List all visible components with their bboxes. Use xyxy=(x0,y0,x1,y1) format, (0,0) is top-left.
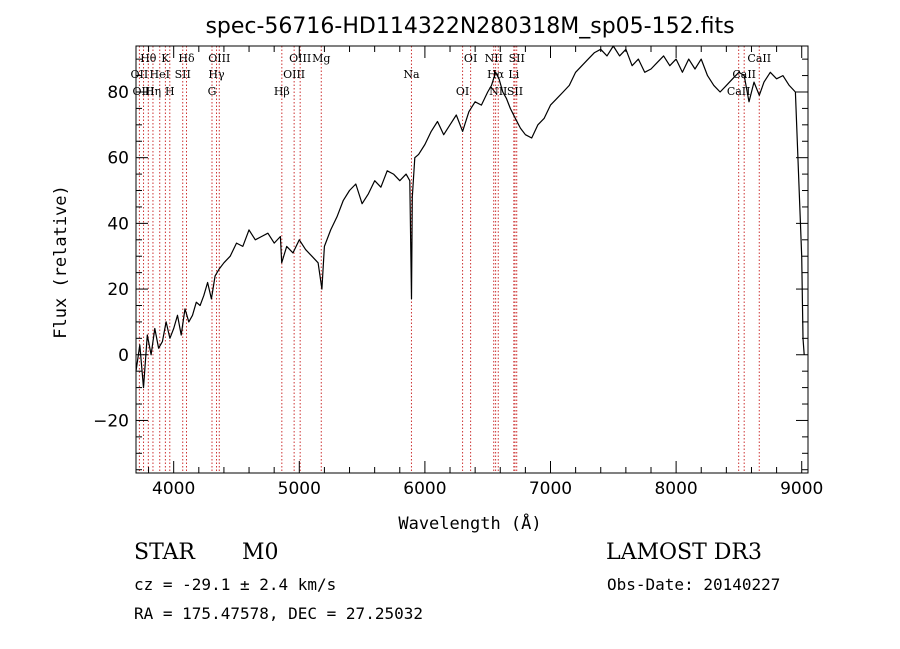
line-label: Hγ xyxy=(208,68,225,81)
line-label: Mg xyxy=(312,52,330,65)
chart-title: spec-56716-HD114322N280318M_sp05-152.fit… xyxy=(205,14,734,39)
object-subclass: M0 xyxy=(242,540,279,565)
x-tick-label: 8000 xyxy=(654,479,697,499)
line-label: SII xyxy=(175,68,191,81)
survey-name: LAMOST DR3 xyxy=(606,540,762,565)
x-tick-label: 6000 xyxy=(403,479,446,499)
line-label: Hθ xyxy=(140,52,157,65)
line-label: Li xyxy=(508,68,519,81)
line-label: Hδ xyxy=(178,52,195,65)
line-label: CaII xyxy=(747,52,771,65)
line-label: Hβ xyxy=(274,85,290,98)
x-tick-label: 4000 xyxy=(152,479,195,499)
line-label: OIII xyxy=(289,52,311,65)
line-label: Na xyxy=(403,68,420,81)
line-label: SII xyxy=(509,52,525,65)
obs-date: Obs-Date: 20140227 xyxy=(607,575,781,594)
coordinates: RA = 175.47578, DEC = 27.25032 xyxy=(134,604,423,623)
emission-line-markers xyxy=(138,46,760,473)
y-axis-label: Flux (relative) xyxy=(51,185,71,339)
y-tick-label: 80 xyxy=(107,83,129,103)
line-label: CaII xyxy=(732,68,756,81)
spectrum-line xyxy=(135,45,805,389)
line-label: NII xyxy=(489,85,507,98)
line-label: HeI xyxy=(150,68,170,81)
emission-line-labels: HθOIIOIIIKHeIHηHδSIIHOIIIHγGOIIIOIIIHβMg… xyxy=(131,52,772,98)
line-label: Hη xyxy=(145,85,161,98)
line-label: G xyxy=(208,85,217,98)
object-class: STAR xyxy=(134,540,195,565)
y-tick-label: 0 xyxy=(118,346,129,366)
line-label: OII xyxy=(131,68,149,81)
x-tick-label: 9000 xyxy=(780,479,823,499)
line-label: NII xyxy=(485,52,503,65)
y-tick-label: 40 xyxy=(107,214,129,234)
line-label: Hα xyxy=(487,68,505,81)
y-tick-label: −20 xyxy=(93,411,129,431)
redshift-value: cz = -29.1 ± 2.4 km/s xyxy=(134,575,337,594)
plot-frame xyxy=(135,45,809,474)
line-label: OI xyxy=(464,52,477,65)
x-tick-label: 7000 xyxy=(529,479,572,499)
y-tick-label: 20 xyxy=(107,280,129,300)
line-label: OIII xyxy=(208,52,230,65)
line-label: H xyxy=(165,85,175,98)
x-tick-label: 5000 xyxy=(278,479,321,499)
y-tick-label: 60 xyxy=(107,149,129,169)
x-axis-label: Wavelength (Å) xyxy=(398,512,541,534)
line-label: OI xyxy=(456,85,469,98)
axis-ticks: 4000 5000 6000 7000 8000 9000 −20 0 20 40 60 80 xyxy=(93,46,823,499)
line-label: OIII xyxy=(283,68,305,81)
line-label: SII xyxy=(507,85,523,98)
line-label: CaII xyxy=(727,85,751,98)
line-label: K xyxy=(161,52,170,65)
